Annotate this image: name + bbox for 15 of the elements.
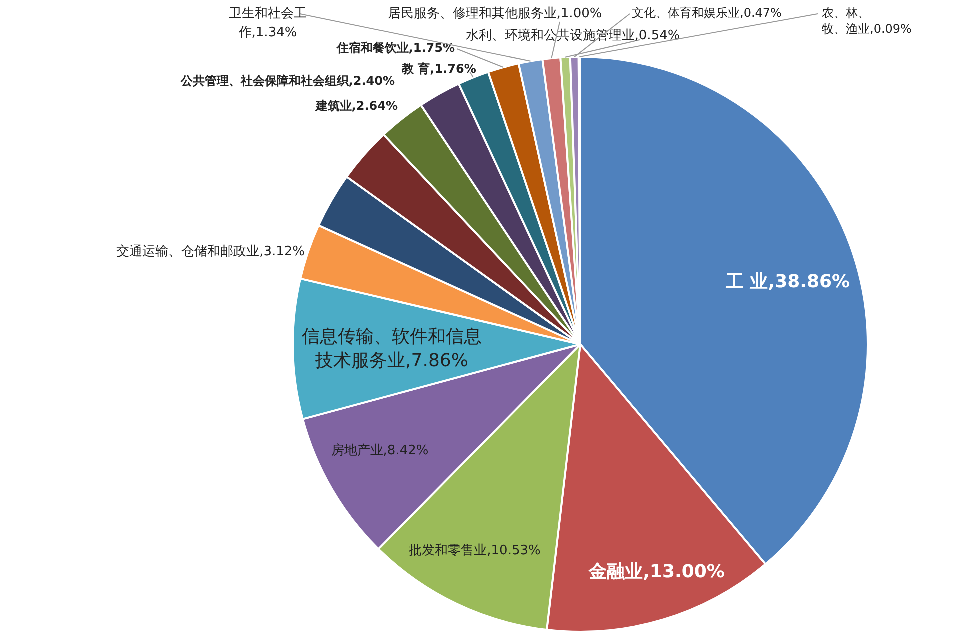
slice-label: 信息传输、软件和信息技术服务业,7.86% — [302, 326, 482, 372]
slice-label: 金融业,13.00% — [588, 562, 725, 583]
slice-label: 文化、体育和娱乐业,0.47% — [632, 6, 782, 20]
slice-label: 建筑业,2.64% — [314, 99, 398, 114]
slice-label: 公共管理、社会保障和社会组织,2.40% — [180, 74, 395, 88]
slice-label: 房地产业,8.42% — [331, 442, 429, 458]
slice-label: 居民服务、修理和其他服务业,1.00% — [388, 6, 602, 22]
slice-label: 教 育,1.76% — [401, 62, 476, 76]
slice-label: 工 业,38.86% — [724, 272, 850, 293]
slice-label: 水利、环境和公共设施管理业,0.54% — [466, 27, 680, 44]
slice-label: 交通运输、仓储和邮政业,3.12% — [116, 243, 305, 260]
slice-label: 住宿和餐饮业,1.75% — [336, 41, 455, 56]
slice-label: 批发和零售业,10.53% — [409, 543, 541, 558]
slice-label: 农、林、牧、渔业,0.09% — [822, 6, 912, 36]
slice-label: 卫生和社会工作,1.34% — [229, 6, 307, 40]
